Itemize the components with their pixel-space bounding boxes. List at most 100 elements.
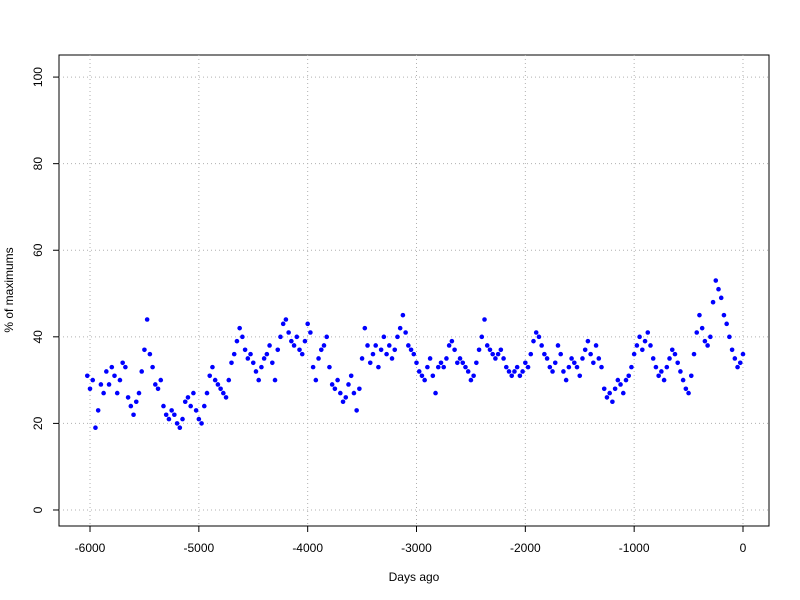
point bbox=[558, 351, 564, 357]
point bbox=[278, 334, 283, 340]
point bbox=[572, 360, 577, 366]
point bbox=[378, 347, 384, 353]
point bbox=[724, 321, 729, 327]
x-tick-label: -2000 bbox=[510, 541, 541, 555]
point bbox=[629, 364, 634, 370]
point bbox=[264, 351, 270, 357]
point bbox=[131, 412, 136, 418]
y-axis-label: % of maximums bbox=[2, 247, 16, 332]
point bbox=[199, 421, 204, 426]
point bbox=[161, 403, 166, 409]
point bbox=[310, 364, 316, 370]
point bbox=[514, 364, 520, 370]
point bbox=[338, 390, 343, 396]
point bbox=[599, 364, 604, 370]
point bbox=[528, 351, 534, 357]
y-tick-label: 0 bbox=[31, 506, 45, 513]
point bbox=[596, 356, 602, 361]
point bbox=[155, 386, 161, 392]
point bbox=[506, 369, 512, 374]
point bbox=[95, 408, 101, 413]
point bbox=[327, 364, 332, 370]
point bbox=[291, 343, 297, 348]
point bbox=[672, 351, 678, 357]
point bbox=[601, 386, 607, 392]
point bbox=[718, 295, 724, 301]
point bbox=[623, 377, 629, 383]
point bbox=[645, 330, 651, 335]
point bbox=[367, 360, 373, 366]
point bbox=[694, 330, 700, 335]
point bbox=[640, 347, 645, 353]
point bbox=[716, 286, 721, 292]
point bbox=[422, 377, 427, 383]
point bbox=[531, 338, 536, 344]
point bbox=[479, 334, 485, 340]
point bbox=[591, 360, 596, 366]
point bbox=[348, 373, 354, 379]
point bbox=[669, 347, 675, 353]
point bbox=[498, 347, 504, 353]
point bbox=[642, 338, 648, 344]
point bbox=[631, 351, 637, 357]
point bbox=[438, 360, 444, 366]
point bbox=[425, 364, 430, 370]
point bbox=[212, 377, 218, 383]
point bbox=[664, 364, 670, 370]
point bbox=[226, 377, 232, 383]
point bbox=[185, 395, 191, 400]
point bbox=[215, 382, 221, 387]
point bbox=[87, 386, 93, 392]
point bbox=[737, 360, 743, 366]
point bbox=[163, 412, 169, 418]
point bbox=[397, 325, 403, 331]
point bbox=[463, 364, 468, 370]
point bbox=[411, 351, 417, 357]
point bbox=[569, 356, 574, 361]
point bbox=[357, 386, 362, 392]
point bbox=[460, 360, 466, 366]
point bbox=[335, 377, 340, 383]
point bbox=[449, 338, 455, 344]
point bbox=[708, 334, 713, 340]
point bbox=[634, 343, 640, 348]
point bbox=[365, 343, 370, 348]
point bbox=[441, 364, 447, 370]
point bbox=[340, 399, 346, 405]
x-axis-label: Days ago bbox=[389, 570, 440, 584]
point bbox=[525, 364, 531, 370]
x-tick-label: -3000 bbox=[401, 541, 432, 555]
point bbox=[648, 343, 653, 348]
point bbox=[174, 421, 180, 426]
point bbox=[384, 351, 389, 357]
point bbox=[253, 369, 259, 374]
point bbox=[455, 360, 460, 366]
point bbox=[512, 369, 517, 374]
point bbox=[474, 360, 479, 366]
point bbox=[362, 325, 368, 331]
point bbox=[626, 373, 632, 379]
point bbox=[732, 356, 738, 361]
point bbox=[678, 369, 683, 374]
point bbox=[93, 425, 98, 431]
point bbox=[618, 382, 623, 387]
point bbox=[544, 356, 550, 361]
point bbox=[721, 312, 727, 318]
point bbox=[495, 351, 501, 357]
point bbox=[468, 377, 474, 383]
point bbox=[109, 364, 115, 370]
point bbox=[563, 377, 569, 383]
point bbox=[261, 356, 267, 361]
point bbox=[133, 399, 139, 405]
point bbox=[612, 386, 618, 392]
point bbox=[270, 360, 275, 366]
point bbox=[656, 373, 661, 379]
point bbox=[329, 382, 335, 387]
point bbox=[476, 347, 482, 353]
point bbox=[615, 377, 621, 383]
y-tick-label: 20 bbox=[31, 416, 45, 430]
point bbox=[509, 373, 515, 379]
point bbox=[533, 330, 539, 335]
point bbox=[210, 364, 215, 370]
point bbox=[272, 377, 278, 383]
